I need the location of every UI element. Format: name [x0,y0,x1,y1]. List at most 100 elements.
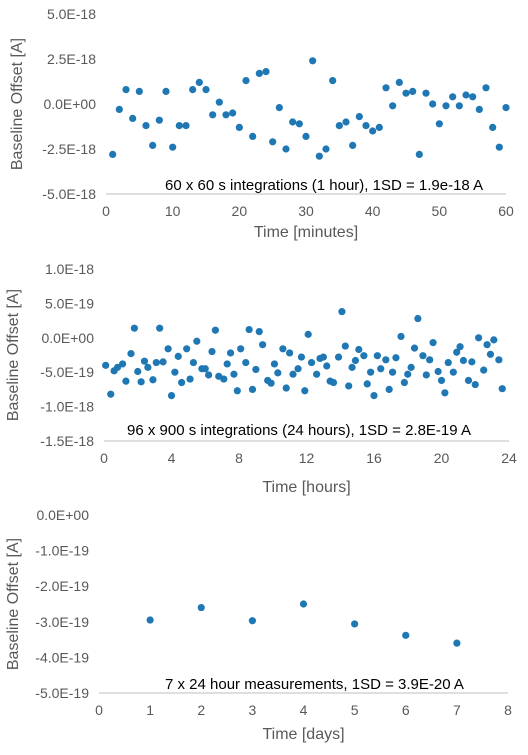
data-point [351,356,360,365]
x-tick-label: 60 [498,203,514,219]
data-point [235,123,243,131]
data-point [302,132,310,140]
data-point [174,352,182,360]
data-point [195,78,203,86]
data-point [229,109,237,117]
data-point [205,371,213,379]
data-point [211,326,219,334]
data-point [434,367,442,376]
data-point [437,376,446,385]
data-point [502,104,510,112]
data-point [402,631,410,639]
data-point [429,339,437,347]
data-point [113,363,122,371]
y-tick-label: -1.5E-18 [40,433,94,449]
data-point [362,122,370,130]
data-point [297,353,306,361]
x-tick-label: 40 [365,203,381,219]
data-point [189,358,198,367]
data-point [242,358,250,367]
y-tick-label: 5.0E-19 [45,295,94,311]
data-point [134,367,142,376]
data-point [197,603,205,612]
x-axis-title: Time [hours] [262,479,350,496]
data-point [109,150,117,158]
data-point [442,102,450,110]
data-point [286,349,294,357]
data-point [482,84,490,92]
data-point [329,77,337,85]
data-point [459,356,468,365]
chart-panel-1: 5.0E-18 2.5E-18 0.0E+00 -2.5E-18 -5.0E-18 0 10… [9,6,514,241]
x-tick-label: 50 [432,203,448,219]
data-point [130,324,138,332]
x-tick-label: 0 [95,702,103,718]
data-point [441,389,449,397]
y-tick-label: -4.0E-19 [35,649,89,665]
data-point [275,104,283,112]
x-tick-label: 0 [100,450,108,466]
data-point [301,387,309,395]
data-point [382,84,390,92]
data-point [122,377,130,385]
data-point [455,102,463,110]
x-tick-label: 6 [402,702,410,718]
x-tick-label: 20 [232,203,248,219]
y-axis-title: Baseline Offset [A] [5,538,22,670]
data-point [127,350,135,358]
data-point [102,361,110,369]
y-tick-label: 0.0E+00 [41,330,94,346]
y-tick-label: 2.5E-18 [47,51,96,67]
x-tick-label: 7 [453,702,461,718]
data-point [435,120,443,128]
data-point [269,138,277,146]
y-tick-label: -5.0E-19 [40,364,94,380]
x-axis-title: Time [days] [262,726,344,743]
data-point [245,325,253,334]
data-point [349,141,357,149]
x-tick-label: 8 [504,702,512,718]
data-point [155,116,163,124]
y-tick-label: -2.5E-18 [42,141,96,157]
data-point [178,378,186,387]
y-tick-label: 0.0E+00 [36,507,89,523]
data-point [182,122,190,130]
data-point [248,617,256,625]
data-point [167,391,176,400]
x-tick-label: 10 [165,203,181,219]
data-point [307,358,316,367]
data-point [407,363,415,371]
data-point [209,111,217,119]
y-tick-label: 1.0E-18 [45,261,94,277]
data-point [395,78,403,86]
x-axis-title: Time [minutes] [254,224,358,241]
data-point [137,378,145,386]
data-point [129,114,137,122]
data-point [342,118,350,126]
data-point [355,345,363,354]
data-point [259,341,267,349]
x-tick-label: 8 [235,450,243,466]
data-point [159,358,167,366]
data-point [215,98,223,106]
data-point [348,363,356,371]
data-point [289,370,297,378]
data-point [189,86,197,94]
x-tick-label: 3 [248,702,256,718]
data-point [282,384,290,392]
x-tick-label: 4 [168,450,176,466]
y-axis-title: Baseline Offset [A] [5,289,22,421]
x-tick-label: 0 [102,203,110,219]
data-point [262,68,270,76]
data-point [223,360,231,368]
x-tick-label: 16 [366,450,382,466]
data-point [274,369,282,377]
data-point [252,365,260,374]
data-point [152,358,160,367]
data-point [468,358,476,366]
data-point [351,620,359,628]
data-point [242,77,250,85]
data-point [389,102,397,110]
data-point [377,365,385,373]
